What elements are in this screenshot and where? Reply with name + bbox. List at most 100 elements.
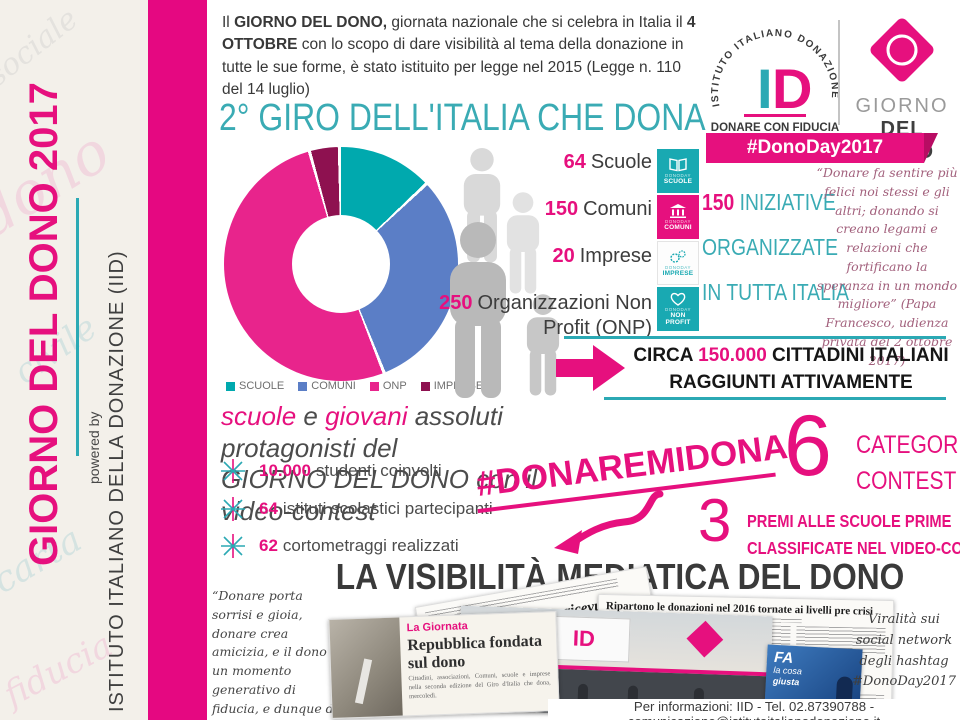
badge-comuni: DONODAY COMUNI	[657, 195, 699, 239]
categories-number: 6	[784, 398, 832, 494]
categories-line: CATEGORIE	[856, 431, 960, 459]
clipping-text: La Giornata Repubblica fondata sul dono …	[399, 612, 558, 715]
prizes-line: CLASSIFICATE NEL VIDEO-CONTEST	[747, 538, 960, 559]
reach-run: CIRCA	[633, 345, 699, 366]
stat-value: 20	[552, 245, 575, 267]
poster-vertical-title: GIORNO DEL DONO 2017	[22, 82, 66, 566]
iid-letter-i: I	[757, 57, 773, 120]
reach-run: CITTADINI ITALIANI	[766, 345, 949, 366]
intro-run: Il	[222, 14, 235, 31]
stat-scuole: 64 Scuole	[437, 150, 652, 175]
heading-run-magenta: giovani	[325, 401, 408, 431]
arrow-right-icon	[556, 345, 625, 391]
watermark-text: fiducia	[0, 624, 120, 716]
stats-list: 64 Scuole 150 Comuni 20 Imprese 250 Organizz…	[437, 150, 652, 363]
bullet-istituti: 64 istituti scolastici partecipanti	[221, 497, 493, 521]
donoday-badges: DONODAY SCUOLE DONODAY COMUNI DONODAY IM…	[657, 149, 699, 333]
stat-onp: 250 Organizzazioni Non Profit (ONP)	[437, 291, 652, 341]
intro-run-bold: GIORNO DEL DONO,	[234, 14, 388, 31]
legend-item: SCUOLE	[226, 380, 284, 392]
heading-run: con il video-contest	[221, 464, 537, 527]
prizes-label: PREMI ALLE SCUOLE PRIME CLASSIFICATE NEL…	[747, 508, 960, 562]
iid-logo: ISTITUTO ITALIANO DONAZIONE I D DONARE C…	[710, 28, 839, 134]
reach-line2: RAGGIUNTI ATTIVAMENTE	[669, 371, 913, 393]
news-clipping-repubblica: La Giornata Repubblica fondata sul dono …	[328, 611, 560, 719]
bullet-label: cortometraggi realizzati	[282, 536, 459, 555]
heading-run: assoluti protagonisti del	[221, 401, 503, 463]
heading-run: e	[296, 401, 326, 431]
sparkle-icon	[221, 459, 245, 483]
categories-label: CATEGORIE CONTEST	[856, 427, 960, 499]
legend-label: COMUNI	[311, 380, 356, 392]
chart-legend: SCUOLE COMUNI ONP IMPRESE	[226, 380, 483, 392]
badge-label: COMUNI	[664, 223, 692, 231]
reach-statement: CIRCA 150.000 CITTADINI ITALIANI RAGGIUN…	[632, 343, 950, 396]
iid-letter-d: D	[772, 57, 812, 120]
magenta-accent-bar	[148, 0, 207, 720]
video-contest-heading: scuole e giovani assoluti protagonisti d…	[221, 401, 591, 528]
iid-logo-rule	[744, 114, 806, 117]
bullet-studenti: 10.000 studenti coinvolti	[221, 459, 442, 483]
gdd-diamond-icon	[870, 18, 934, 82]
bullet-number: 62	[259, 536, 278, 555]
badge-label: SCUOLE	[663, 177, 693, 185]
legend-item: ONP	[369, 380, 407, 392]
bullet-label: istituti scolastici partecipanti	[282, 499, 493, 518]
powered-by-label: powered by	[86, 411, 102, 484]
book-icon	[669, 157, 687, 171]
badge-label: NON PROFIT	[665, 312, 691, 326]
badge-tiny-label: DONODAY	[665, 307, 691, 312]
legend-label: ONP	[382, 380, 407, 392]
badge-imprese: DONODAY IMPRESE	[657, 241, 699, 285]
sparkle-icon	[221, 534, 245, 558]
stat-imprese: 20 Imprese	[437, 244, 653, 269]
curved-arrow-icon	[554, 490, 664, 554]
main-title: 2° GIRO DELL'ITALIA CHE DONA	[219, 97, 706, 139]
badge-non-profit: DONODAY NON PROFIT	[657, 287, 699, 331]
stat-value: 150	[544, 198, 579, 220]
footer-contact-info: Per informazioni: IID - Tel. 02.87390788…	[548, 699, 960, 720]
stat-value: 64	[563, 151, 586, 173]
heart-icon	[670, 292, 686, 306]
bullet-label: studenti coinvolti	[316, 461, 442, 480]
initiatives-block: 150 INIZIATIVE ORGANIZZATE IN TUTTA ITAL…	[702, 180, 852, 315]
stat-value: 250	[439, 292, 473, 314]
badge-tiny-label: DONODAY	[665, 218, 691, 224]
heading-run-magenta: scuole	[221, 401, 297, 431]
initiatives-line: INIZIATIVE	[734, 189, 836, 215]
initiatives-line: ORGANIZZATE	[702, 234, 838, 260]
gears-icon	[670, 249, 686, 263]
stat-label: Scuole	[590, 151, 652, 173]
ribbon-fold	[924, 133, 938, 163]
sparkle-icon	[221, 497, 245, 521]
stat-label: Organizzazioni Non Profit (ONP)	[477, 292, 652, 339]
donoday-ribbon: #DonoDay2017	[706, 133, 924, 163]
clipping-kicker: La Giornata	[406, 620, 468, 635]
clipping-headline: Repubblica fondata sul dono	[407, 632, 543, 672]
pope-quote: “Donare fa sentire più felici noi stessi…	[816, 165, 958, 368]
gdd-logo-line1: GIORNO	[855, 95, 949, 117]
divider-line	[604, 397, 946, 400]
logo-separator	[838, 20, 840, 125]
stat-comuni: 150 Comuni	[437, 197, 652, 222]
legend-swatch	[369, 381, 379, 391]
pope-photo	[329, 617, 403, 718]
divider-line	[564, 336, 946, 339]
prizes-line: PREMI ALLE SCUOLE PRIME	[747, 511, 952, 531]
bank-icon	[670, 203, 686, 218]
sidebar-divider	[76, 198, 79, 456]
badge-tiny-label: DONODAY	[665, 264, 691, 270]
stage-diamond-icon	[686, 620, 724, 658]
intro-paragraph: Il GIORNO DEL DONO, giornata nazionale c…	[222, 12, 702, 102]
legend-swatch	[298, 381, 308, 391]
stat-label: Imprese	[579, 245, 652, 267]
iid-tagline: DONARE CON FIDUCIA	[711, 122, 839, 134]
legend-swatch	[226, 381, 235, 391]
legend-swatch	[420, 381, 430, 391]
legend-item: COMUNI	[298, 380, 356, 392]
badge-tiny-label: DONODAY	[665, 172, 691, 178]
categories-line: CONTEST	[856, 467, 957, 495]
sidebar: sociale dono civile carta fiducia GIORNO…	[0, 0, 148, 720]
bullet-number: 64	[259, 499, 278, 518]
